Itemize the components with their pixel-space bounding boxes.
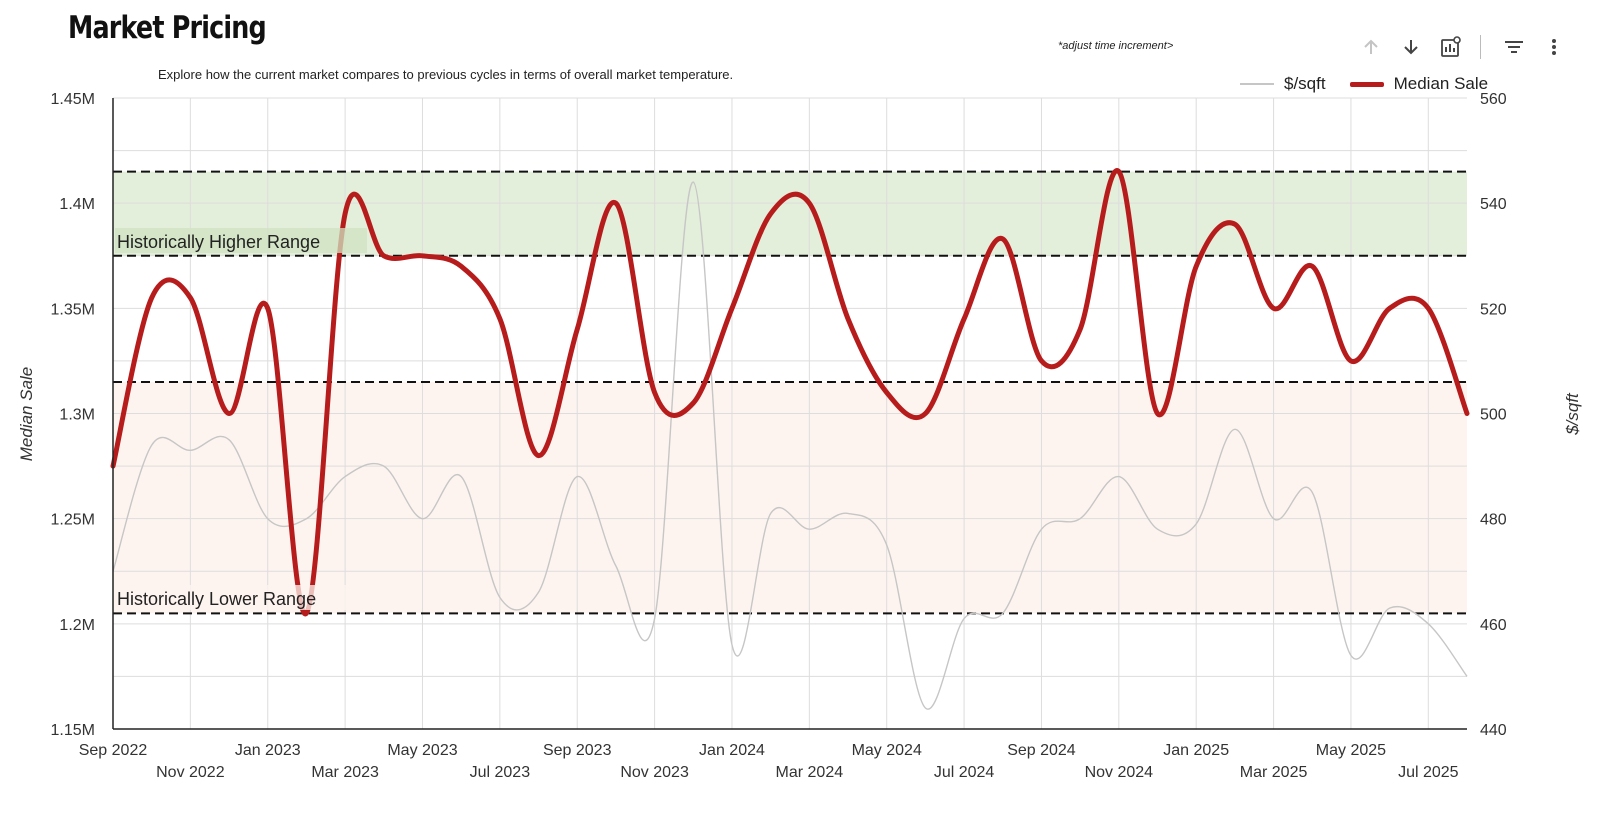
more-options-button[interactable] (1539, 32, 1569, 62)
x-tick-label: May 2023 (387, 742, 457, 759)
axes: 1.15M 1.2M 1.25M 1.3M 1.35M 1.4M 1.45M 440 460 48… (51, 91, 1507, 781)
more-vertical-icon (1552, 39, 1556, 55)
band-label: Historically Lower Range (117, 589, 316, 609)
arrow-down-icon (1404, 40, 1418, 55)
x-tick-label: Sep 2023 (543, 742, 612, 759)
legend-swatch-median-sale (1349, 81, 1384, 87)
chart-settings-button[interactable] (1436, 32, 1466, 62)
x-tick-label: Jan 2025 (1163, 742, 1229, 759)
y-tick-label: 1.3M (59, 407, 95, 424)
x-tick-label: Sep 2022 (79, 742, 148, 759)
page-title: Market Pricing (68, 10, 267, 46)
legend-swatch-sqft (1240, 83, 1274, 85)
band-label-backing (115, 228, 367, 253)
range-bands (113, 171, 1467, 614)
series-lines (110, 168, 1470, 710)
y-tick-label: 1.35M (51, 301, 95, 318)
y2-tick-label: 480 (1480, 512, 1507, 529)
y-tick-label: 1.4M (59, 196, 95, 213)
legend-item-sqft[interactable]: $/sqft (1240, 74, 1326, 94)
filter-icon (1505, 41, 1523, 53)
band-labels: Historically Higher Range Historically Lo… (115, 228, 367, 610)
y2-tick-label: 520 (1480, 301, 1507, 318)
y-tick-label: 1.45M (51, 91, 95, 108)
y-tick-label: 1.15M (51, 722, 95, 739)
sort-ascending-button[interactable] (1356, 32, 1386, 62)
chart-legend: $/sqft Median Sale (1240, 74, 1512, 94)
x-tick-label: Nov 2024 (1085, 764, 1154, 781)
x-tick-label: Sep 2024 (1007, 742, 1076, 759)
x-tick-label: Mar 2023 (311, 764, 379, 781)
y-tick-label: 1.2M (59, 617, 95, 634)
y2-tick-label: 540 (1480, 196, 1507, 213)
x-tick-label: Jul 2024 (934, 764, 995, 781)
legend-label-sqft: $/sqft (1284, 74, 1326, 93)
toolbar-separator (1480, 35, 1481, 59)
series-line-sqft (112, 181, 1468, 710)
band-label: Historically Higher Range (117, 232, 320, 252)
x-tick-label: Nov 2023 (620, 764, 689, 781)
chart-toolbar (1356, 32, 1579, 62)
y2-tick-label: 500 (1480, 407, 1507, 424)
x-tick-label: Jul 2023 (470, 764, 531, 781)
grid-lines (112, 97, 1467, 730)
x-tick-label: May 2025 (1316, 742, 1386, 759)
arrow-up-icon (1364, 39, 1378, 54)
x-tick-label: Jan 2024 (699, 742, 765, 759)
x-tick-label: Jan 2023 (235, 742, 301, 759)
time-increment-hint[interactable]: *adjust time increment> (1058, 40, 1174, 52)
x-tick-label: Jul 2025 (1398, 764, 1459, 781)
filter-button[interactable] (1499, 32, 1529, 62)
band-1 (113, 381, 1467, 614)
y2-tick-label: 460 (1480, 617, 1507, 634)
legend-label-median-sale: Median Sale (1393, 74, 1489, 93)
series-line-median-sale (110, 168, 1470, 616)
y-axis-label: Median Sale (17, 367, 36, 462)
legend-item-median-sale[interactable]: Median Sale (1349, 74, 1489, 94)
x-tick-label: Nov 2022 (156, 764, 225, 781)
x-tick-label: May 2024 (852, 742, 922, 759)
x-tick-label: Mar 2025 (1240, 764, 1308, 781)
page-subtitle: Explore how the current market compares … (158, 67, 734, 82)
x-tick-label: Mar 2024 (776, 764, 844, 781)
y2-axis-label: $/sqft (1563, 392, 1582, 436)
chart-settings-icon (1441, 36, 1461, 57)
y-tick-label: 1.25M (51, 512, 95, 529)
sort-descending-button[interactable] (1396, 32, 1426, 62)
band-label-backing (115, 585, 367, 610)
y2-tick-label: 440 (1480, 722, 1507, 739)
y2-tick-label: 560 (1480, 91, 1507, 108)
